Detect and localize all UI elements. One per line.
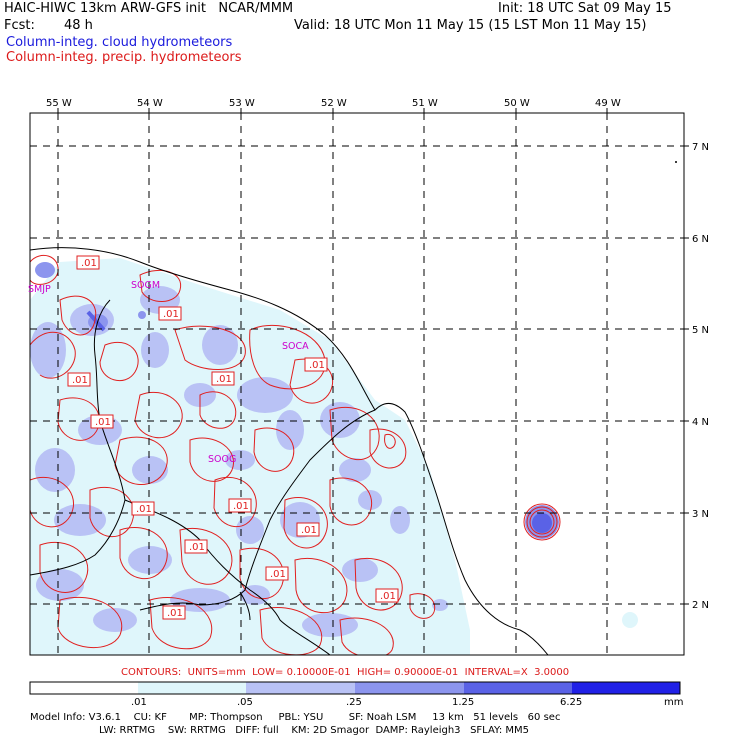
colorbar-tick: .25 [346, 697, 362, 708]
contour-label-box: .01 [158, 306, 182, 321]
fcst-label: Fcst: [4, 18, 35, 33]
lon-label: 51 W [412, 98, 438, 109]
contour-label-box: .01 [162, 605, 186, 620]
svg-text:.01: .01 [95, 417, 111, 428]
colorbar-unit: mm [664, 697, 683, 708]
contour-label-box: .01 [184, 539, 208, 554]
model-info-line2: LW: RRTMG SW: RRTMG DIFF: full KM: 2D Sm… [99, 725, 529, 736]
colorbar-tick: 1.25 [452, 697, 474, 708]
svg-text:.01: .01 [136, 504, 152, 515]
contours-info: CONTOURS: UNITS=mm LOW= 0.10000E-01 HIGH… [121, 667, 570, 678]
coastline [30, 247, 549, 655]
lat-label: 5 N [692, 325, 709, 336]
contour-label-box: .01 [67, 372, 91, 387]
svg-text:.01: .01 [189, 542, 205, 553]
contour-label-box: .01 [296, 522, 320, 537]
contour-label-box: .01 [304, 357, 328, 372]
init-time: Init: 18 UTC Sat 09 May 15 [498, 1, 672, 16]
svg-text:.01: .01 [167, 608, 183, 619]
lon-label: 49 W [595, 98, 621, 109]
svg-text:.01: .01 [81, 258, 97, 269]
colorbar-tick: 6.25 [560, 697, 582, 708]
graticule [30, 113, 684, 655]
precip-contours [30, 254, 561, 655]
fcst-value: 48 h [64, 18, 93, 33]
lon-label: 54 W [137, 98, 163, 109]
station-label: SOOG [208, 454, 236, 465]
lat-label: 4 N [692, 417, 709, 428]
contour-label-box: .01 [131, 501, 155, 516]
lon-label: 50 W [504, 98, 530, 109]
valid-time: Valid: 18 UTC Mon 11 May 15 (15 LST Mon … [294, 18, 647, 33]
svg-text:.01: .01 [163, 309, 179, 320]
map-frame [29, 112, 685, 656]
contour-label-box: .01 [265, 566, 289, 581]
svg-text:.01: .01 [309, 360, 325, 371]
lat-label: 7 N [692, 142, 709, 153]
station-label: SMJP [28, 284, 51, 295]
contour-label-box: .01 [228, 498, 252, 513]
contour-label-box: .01 [90, 414, 114, 429]
svg-text:.01: .01 [270, 569, 286, 580]
svg-text:.01: .01 [72, 375, 88, 386]
contour-label-box: .01 [76, 255, 100, 270]
colorbar [29, 681, 681, 695]
svg-text:.01: .01 [233, 501, 249, 512]
cloud-fill-core [86, 310, 552, 533]
station-label: SOGM [131, 280, 160, 291]
lat-label: 2 N [692, 600, 709, 611]
map-plot-area [30, 113, 684, 655]
contour-label-box: .01 [211, 371, 235, 386]
station-label: SOCA [282, 341, 309, 352]
svg-text:.01: .01 [380, 591, 396, 602]
cloud-fill-light [30, 258, 638, 655]
colorbar-tick: .01 [131, 697, 147, 708]
lon-label: 55 W [46, 98, 72, 109]
field1-title: Column-integ. cloud hydrometeors [6, 35, 233, 50]
lon-label: 53 W [229, 98, 255, 109]
field2-title: Column-integ. precip. hydrometeors [6, 50, 242, 65]
lon-label: 52 W [321, 98, 347, 109]
island-dot [675, 161, 677, 163]
contour-label-box: .01 [375, 588, 399, 603]
svg-text:.01: .01 [216, 374, 232, 385]
axis-ticks [57, 108, 689, 605]
colorbar-tick: .05 [237, 697, 253, 708]
model-info-line1: Model Info: V3.6.1 CU: KF MP: Thompson P… [30, 712, 561, 723]
lat-label: 3 N [692, 509, 709, 520]
svg-text:.01: .01 [301, 525, 317, 536]
lat-label: 6 N [692, 234, 709, 245]
header-title: HAIC-HIWC 13km ARW-GFS init NCAR/MMM [4, 1, 294, 16]
